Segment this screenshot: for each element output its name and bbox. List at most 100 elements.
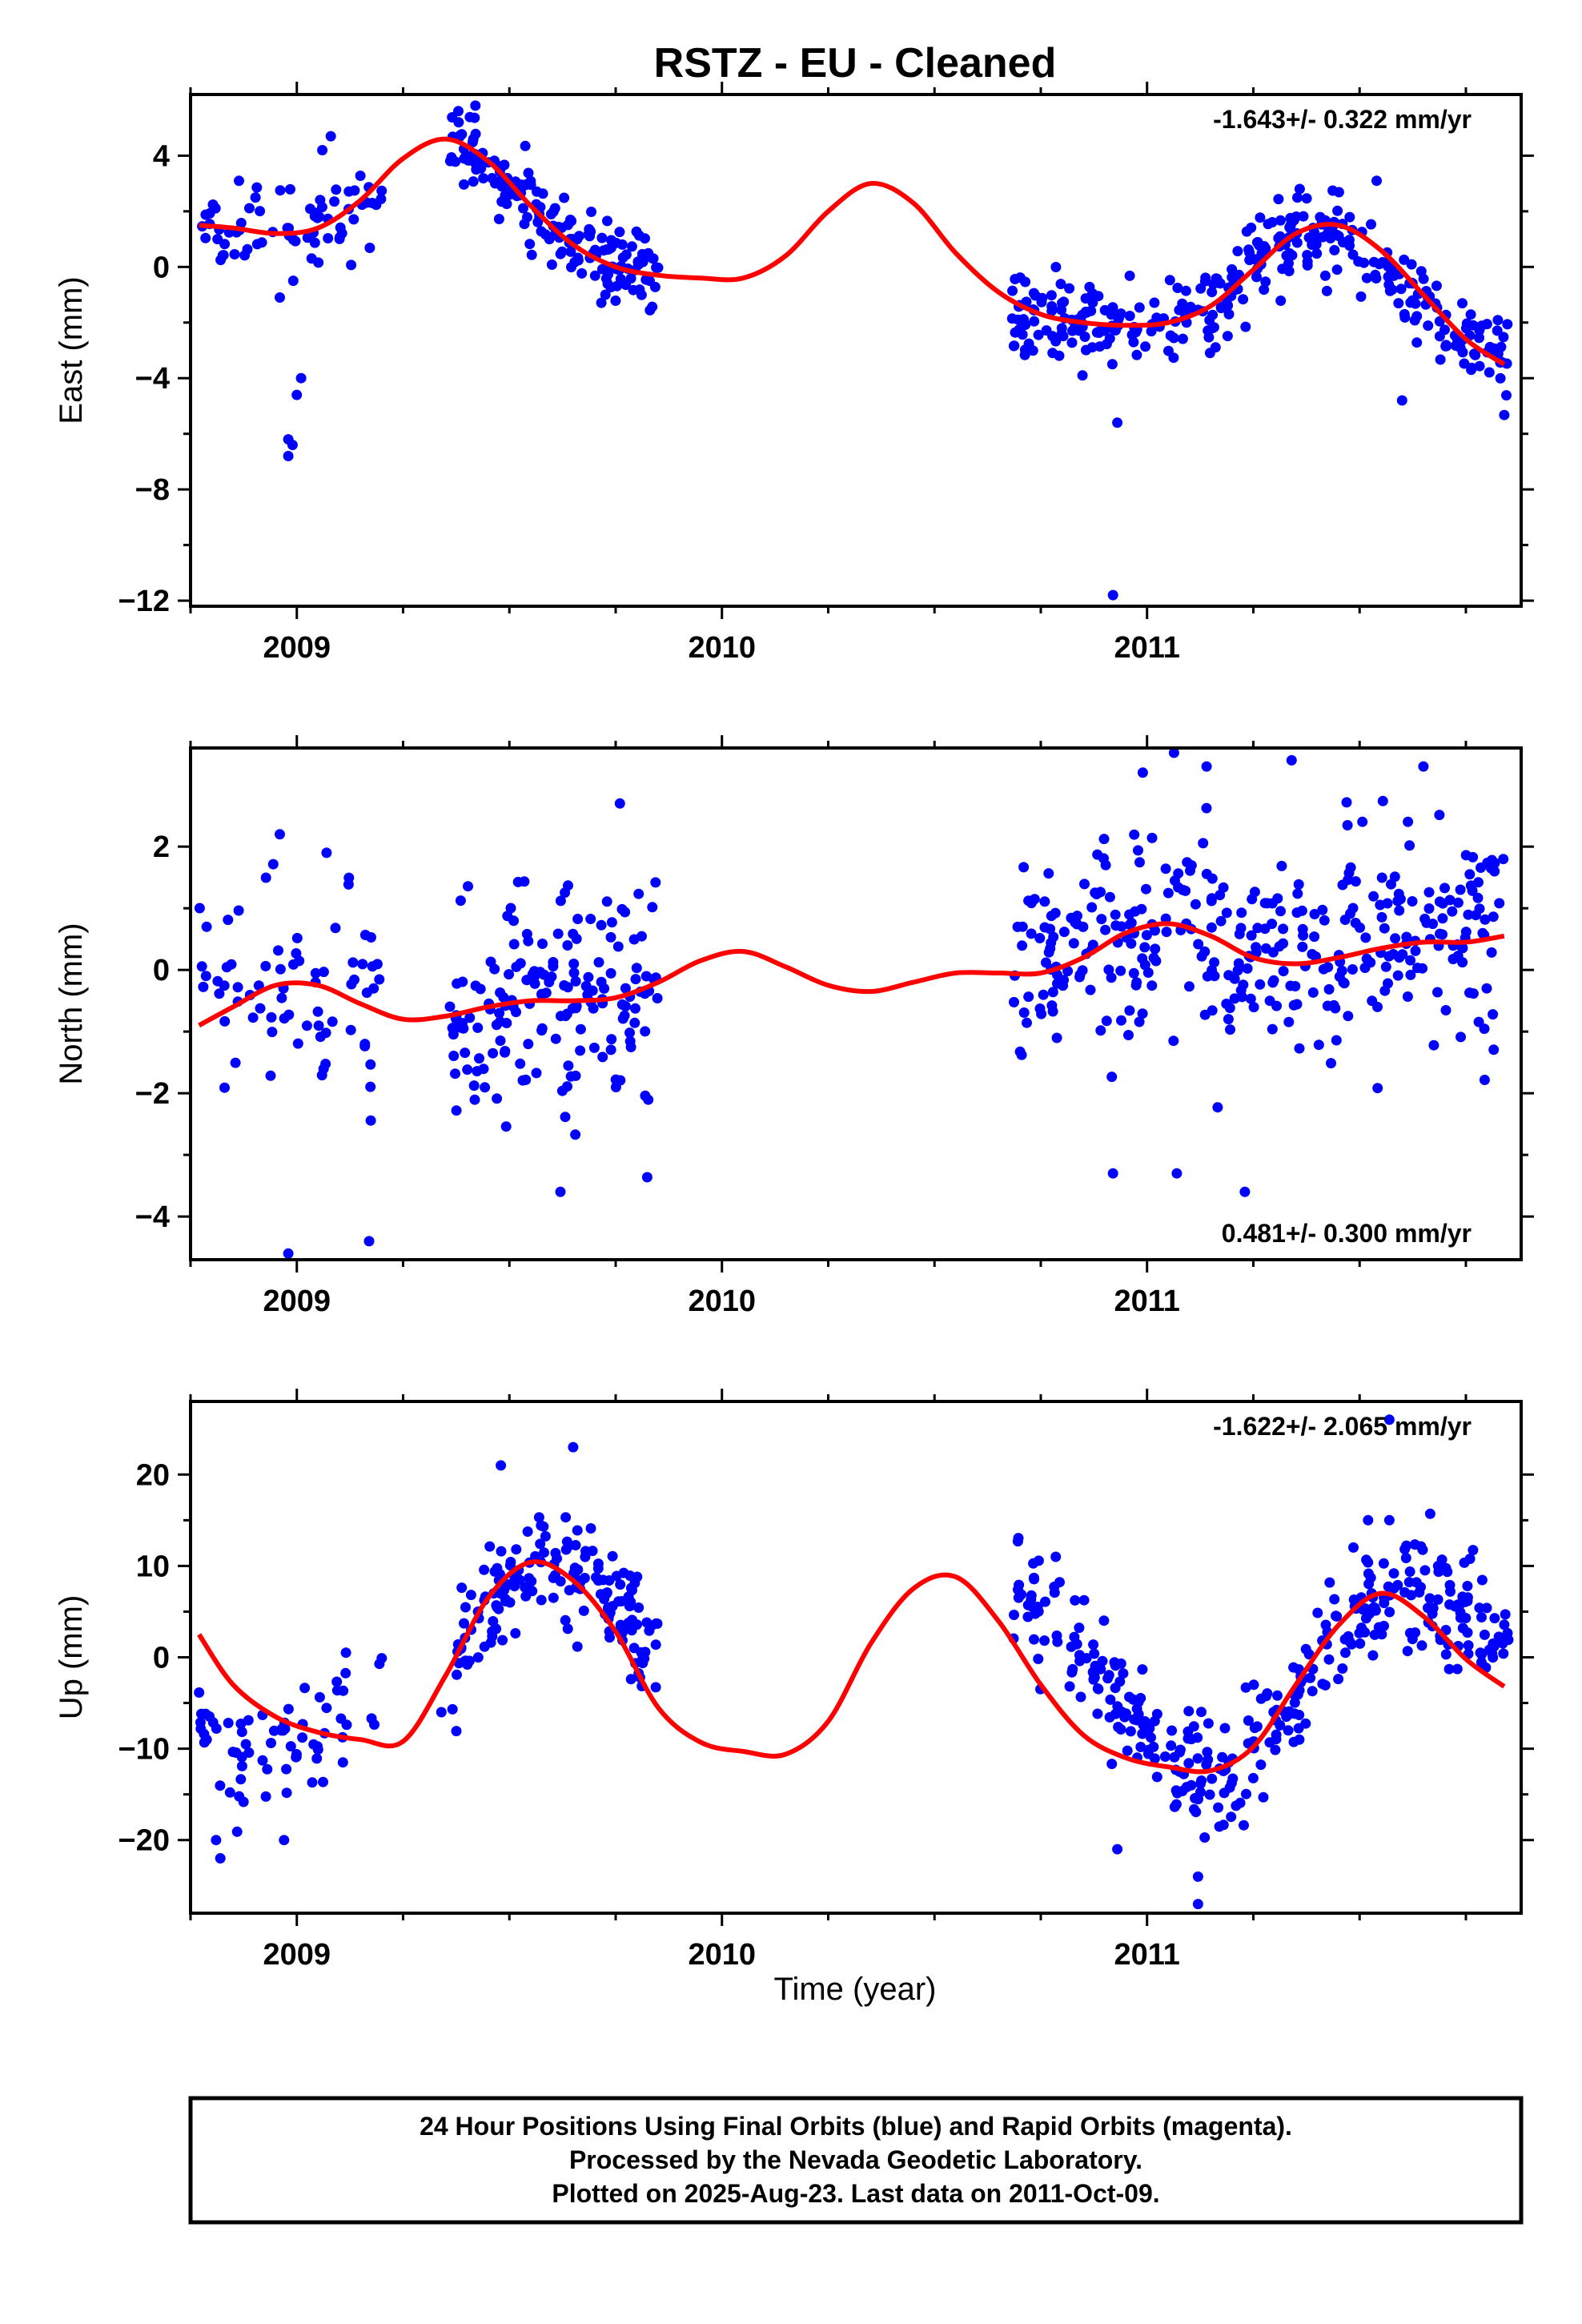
east-data-point [1393, 298, 1404, 309]
north-data-point [605, 931, 616, 943]
east-data-point [1457, 298, 1468, 309]
east-model-curve [199, 136, 1506, 367]
north-data-point [1392, 895, 1403, 907]
up-data-point [511, 1544, 522, 1555]
up-data-point [624, 1600, 636, 1611]
north-data-point [556, 1085, 568, 1096]
east-data-point [1106, 359, 1118, 370]
north-data-point [570, 975, 581, 987]
up-y-tick-label: −10 [118, 1733, 170, 1767]
north-data-point [474, 1053, 484, 1064]
up-data-point [340, 1667, 351, 1679]
north-data-point [1146, 980, 1158, 991]
up-data-point [1487, 1648, 1498, 1659]
east-data-point [235, 218, 247, 228]
north-data-point [1377, 795, 1388, 806]
up-data-point [1182, 1726, 1194, 1737]
north-data-point [519, 876, 530, 887]
up-data-point [266, 1738, 276, 1748]
north-data-point [327, 1016, 338, 1027]
east-outlier-point [317, 145, 328, 155]
east-data-point [1355, 291, 1367, 302]
north-data-point [1407, 896, 1418, 907]
north-data-point [612, 941, 624, 952]
east-data-point [548, 206, 559, 217]
east-data-point [647, 301, 658, 312]
north-data-point [571, 933, 582, 944]
east-data-point [1439, 324, 1450, 336]
north-data-point [560, 1112, 571, 1123]
north-data-point [1116, 921, 1127, 932]
north-data-point [1045, 923, 1056, 935]
north-data-point [1292, 888, 1303, 899]
up-data-point [1272, 1690, 1283, 1701]
up-data-point [331, 1685, 343, 1696]
up-data-point [1070, 1594, 1081, 1606]
north-data-point [313, 1020, 324, 1031]
east-data-point [1165, 330, 1176, 341]
up-data-point [522, 1526, 533, 1537]
up-data-point [560, 1614, 571, 1626]
north-data-point [1198, 838, 1209, 849]
up-data-point [1240, 1682, 1251, 1693]
up-data-point [1443, 1663, 1455, 1675]
east-data-point [1332, 205, 1343, 216]
east-data-point [562, 219, 573, 231]
north-data-point [343, 879, 354, 890]
north-data-point [1026, 928, 1037, 939]
north-data-point [1160, 913, 1171, 924]
up-data-point [1307, 1686, 1318, 1697]
north-data-point [1410, 945, 1421, 956]
east-data-point [520, 140, 531, 151]
north-data-point [1272, 893, 1283, 904]
east-data-point [640, 274, 652, 285]
north-data-point [316, 1070, 327, 1081]
east-data-point [1329, 229, 1340, 240]
north-data-point [1468, 988, 1479, 999]
east-data-point [1177, 333, 1188, 344]
up-data-point [500, 1596, 512, 1606]
north-data-point [359, 930, 371, 940]
east-data-point [1292, 192, 1303, 203]
north-data-point [1350, 876, 1361, 887]
up-data-point [1169, 1751, 1180, 1763]
north-data-point [1313, 1039, 1324, 1051]
east-data-point [287, 275, 299, 287]
east-data-point [1203, 325, 1214, 336]
east-data-point [1033, 329, 1044, 340]
up-data-point [1097, 1655, 1108, 1667]
up-data-point [1166, 1740, 1177, 1751]
north-data-point [628, 934, 640, 945]
east-data-point [1013, 314, 1024, 325]
north-data-point [1440, 1005, 1452, 1015]
north-data-point [599, 983, 610, 994]
east-data-point [546, 259, 557, 270]
north-data-point [219, 1015, 231, 1027]
north-data-point [1046, 1000, 1058, 1011]
north-data-point [562, 982, 573, 993]
up-data-point [505, 1557, 516, 1567]
east-data-point [1164, 275, 1175, 286]
up-data-point [1033, 1654, 1044, 1664]
up-data-point [1500, 1609, 1511, 1620]
east-data-point [636, 289, 647, 300]
north-data-point [523, 1039, 534, 1050]
north-data-point [1221, 907, 1232, 919]
north-outlier-point [1239, 1186, 1251, 1197]
north-data-point [1323, 983, 1335, 995]
north-data-point [1141, 883, 1151, 895]
north-data-point [1267, 977, 1279, 988]
up-data-point [1131, 1703, 1142, 1715]
north-data-point [291, 932, 303, 943]
up-data-point [1399, 1544, 1411, 1554]
up-data-point [627, 1614, 637, 1626]
north-data-point [1106, 1072, 1118, 1083]
north-x-tick-label: 2010 [688, 1285, 756, 1318]
east-y-tick-label: 0 [153, 251, 170, 284]
north-data-point [1296, 905, 1307, 916]
up-data-point [311, 1753, 323, 1764]
up-data-point [1137, 1664, 1148, 1675]
east-data-point [1321, 285, 1332, 296]
up-data-point [1012, 1536, 1023, 1547]
up-outlier-point [1363, 1514, 1374, 1526]
